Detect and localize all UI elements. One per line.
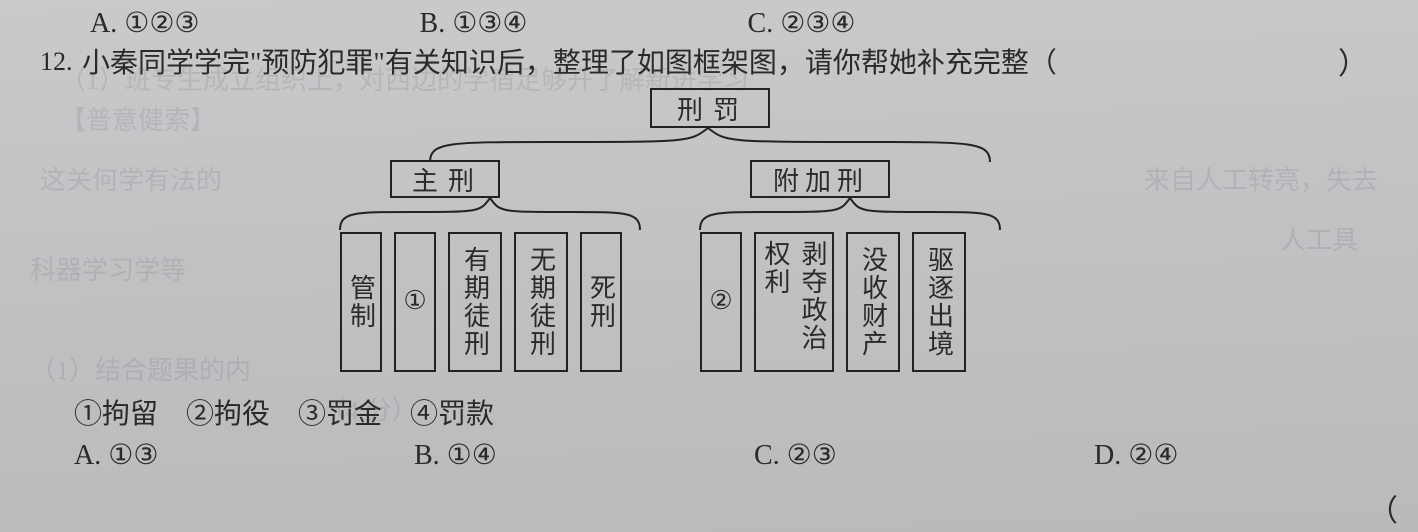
leaf-sixing: 死刑 [580, 232, 622, 372]
leaf-guanZhi: 管制 [340, 232, 382, 372]
prev-question-options: A. ①②③ B. ①③④ C. ②③④ [40, 6, 1378, 40]
root-label: 刑罚 [677, 90, 749, 127]
next-question-paren: （ [1368, 486, 1398, 530]
question-number: 12. [40, 44, 82, 80]
ghost-text: 人工具 [1280, 220, 1358, 257]
num-opt-1: ①拘留 [74, 392, 158, 432]
main-penalty-label: 主刑 [412, 161, 484, 198]
opt-d: D. ②④ [1094, 438, 1204, 472]
supplementary-penalty-label: 附加刑 [773, 161, 869, 198]
num-opt-2: ②拘役 [186, 392, 270, 432]
numbered-options: ①拘留 ②拘役 ③罚金 ④罚款 [40, 392, 1378, 432]
leaf-blank-2: ② [700, 232, 742, 372]
letter-options: A. ①③ B. ①④ C. ②③ D. ②④ [40, 438, 1378, 472]
opt-a: A. ①③ [74, 438, 184, 472]
leaf-wuqi: 无期徒刑 [514, 232, 568, 372]
root-box: 刑罚 [650, 88, 770, 128]
ghost-text: 【普意健索】 [60, 100, 216, 137]
prev-opt-b: B. ①③④ [420, 6, 528, 40]
main-penalty-box: 主刑 [390, 160, 500, 198]
prev-opt-c: C. ②③④ [748, 6, 856, 40]
num-opt-3: ③罚金 [298, 392, 382, 432]
answer-blank-close: ） [1338, 44, 1378, 86]
ghost-text: 来自人工转亮，失去 [1144, 160, 1378, 197]
brace-top [430, 128, 990, 162]
leaf-moshou: 没收财产 [846, 232, 900, 372]
leaf-boduo: 剥夺政治权利 [754, 232, 834, 372]
leaf-blank-1: ① [394, 232, 436, 372]
ghost-text: 科器学习学等 [30, 250, 186, 287]
ghost-text: （1）结合题果的内 [30, 350, 251, 387]
leaf-youqi: 有期徒刑 [448, 232, 502, 372]
brace-left [340, 198, 640, 230]
brace-right [700, 198, 1000, 230]
penalty-diagram: 刑罚 主刑 附加刑 管制 ① 有期徒刑 无期徒刑 死刑 ② 剥夺政治权利 没收财… [370, 88, 1090, 388]
question-text: 小秦同学学完"预防犯罪"有关知识后，整理了如图框架图，请你帮她补充完整（ [82, 44, 1338, 83]
ghost-text: 这关何学有法的 [40, 160, 222, 197]
opt-c: C. ②③ [754, 438, 864, 472]
supplementary-penalty-box: 附加刑 [750, 160, 890, 198]
opt-b: B. ①④ [414, 438, 524, 472]
prev-opt-a: A. ①②③ [90, 6, 200, 40]
question-12: 12. 小秦同学学完"预防犯罪"有关知识后，整理了如图框架图，请你帮她补充完整（… [40, 44, 1378, 86]
leaf-quzhu: 驱逐出境 [912, 232, 966, 372]
num-opt-4: ④罚款 [410, 392, 494, 432]
